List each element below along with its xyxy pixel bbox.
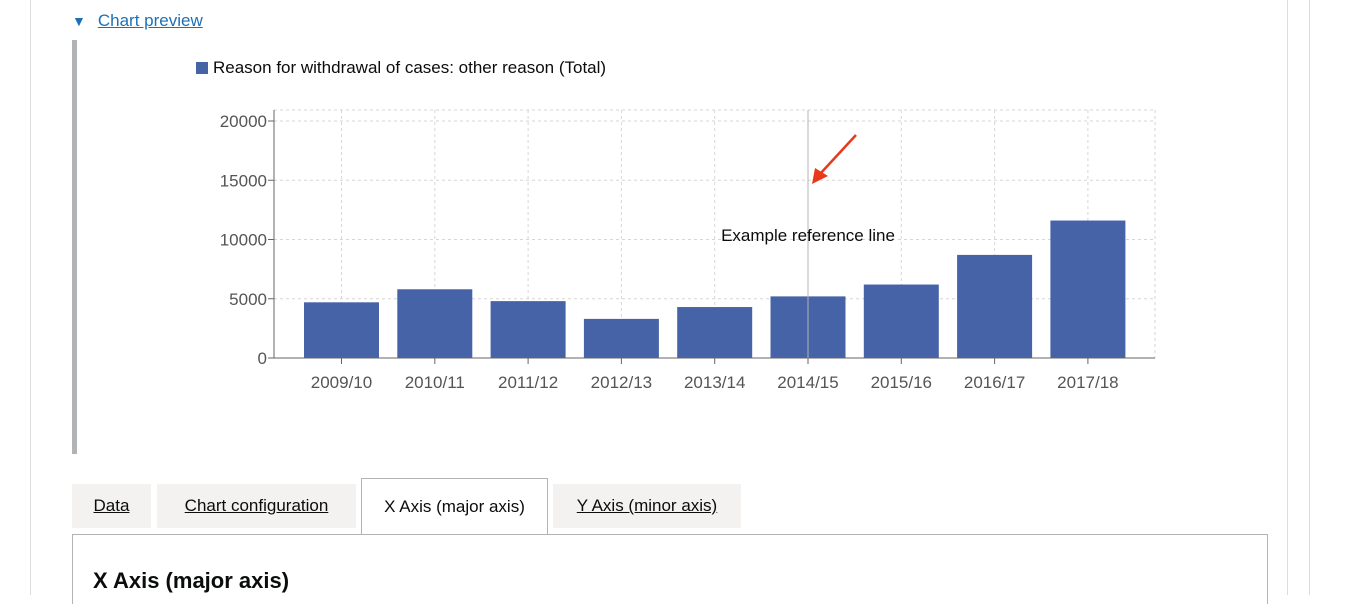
bar-2012-13 bbox=[583, 318, 659, 358]
tab-chart-configuration[interactable]: Chart configuration bbox=[157, 484, 356, 528]
y-tick-label: 15000 bbox=[220, 171, 267, 190]
bar-chart: Reason for withdrawal of cases: other re… bbox=[196, 58, 1156, 392]
chart-preview-link[interactable]: Chart preview bbox=[97, 11, 203, 30]
container-border-right bbox=[1287, 0, 1288, 595]
bar-2010-11 bbox=[397, 289, 473, 358]
y-tick-label: 20000 bbox=[220, 112, 267, 131]
bar-2013-14 bbox=[677, 307, 753, 358]
x-tick-label: 2015/16 bbox=[871, 373, 932, 392]
y-tick-label: 0 bbox=[258, 349, 267, 368]
x-tick-label: 2012/13 bbox=[591, 373, 652, 392]
x-tick-label: 2009/10 bbox=[311, 373, 372, 392]
reference-line-label: Example reference line bbox=[721, 226, 895, 245]
legend-label: Reason for withdrawal of cases: other re… bbox=[213, 58, 606, 77]
preview-inset-bar bbox=[72, 40, 77, 454]
triangle-down-icon: ▼ bbox=[72, 13, 86, 29]
bar-2017-18 bbox=[1050, 220, 1126, 358]
panel-title: X Axis (major axis) bbox=[93, 568, 290, 593]
bar-2009-10 bbox=[304, 302, 379, 358]
x-tick-label: 2016/17 bbox=[964, 373, 1025, 392]
tab-x-axis[interactable]: X Axis (major axis) bbox=[361, 478, 548, 534]
bar-2015-16 bbox=[863, 284, 939, 358]
x-tick-label: 2017/18 bbox=[1057, 373, 1118, 392]
x-tick-label: 2010/11 bbox=[405, 373, 465, 392]
y-tick-label: 10000 bbox=[220, 231, 267, 250]
x-tick-label: 2014/15 bbox=[777, 373, 838, 392]
page-border-right bbox=[1309, 0, 1310, 595]
tab-data[interactable]: Data bbox=[72, 484, 151, 528]
legend-swatch bbox=[196, 62, 208, 74]
bar-2016-17 bbox=[957, 254, 1033, 358]
x-tick-label: 2011/12 bbox=[498, 373, 558, 392]
bar-2011-12 bbox=[490, 301, 566, 358]
tabs-divider bbox=[72, 534, 1268, 535]
annotation-arrow bbox=[812, 134, 857, 184]
y-tick-label: 5000 bbox=[229, 290, 267, 309]
container-border-left bbox=[30, 0, 31, 595]
x-tick-label: 2013/14 bbox=[684, 373, 745, 392]
chart-preview-toggle[interactable]: ▼ Chart preview bbox=[72, 10, 203, 32]
tab-y-axis[interactable]: Y Axis (minor axis) bbox=[553, 484, 741, 528]
tab-panel: X Axis (major axis) bbox=[72, 534, 1268, 604]
